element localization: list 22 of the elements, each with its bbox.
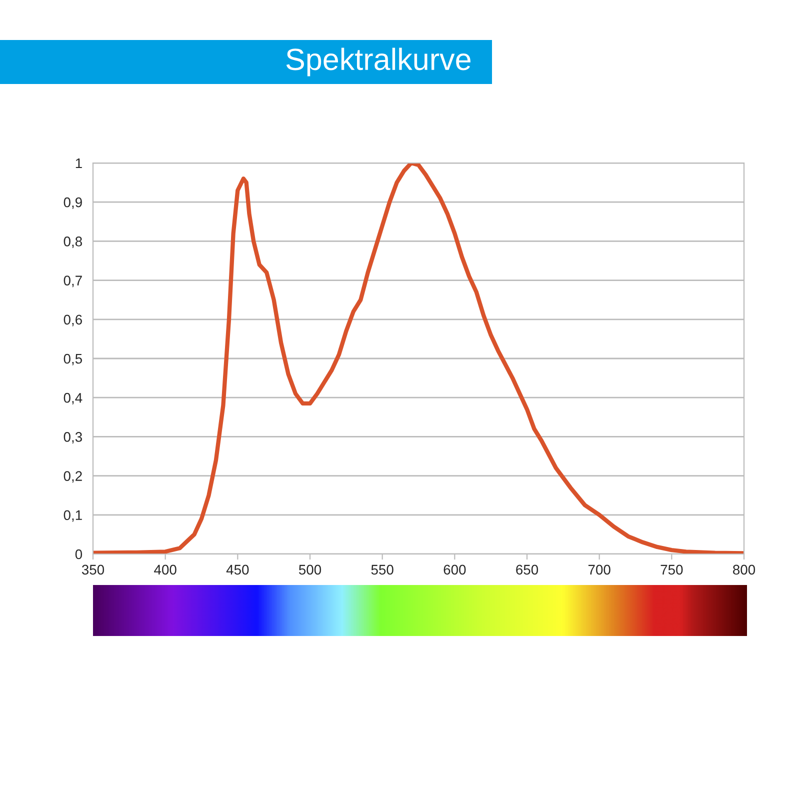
y-tick-label: 0,4 [64,392,82,404]
x-tick-label: 450 [226,564,249,575]
x-tick-label: 400 [154,564,176,575]
x-tick-label: 700 [588,564,610,575]
y-tick-label: 0,1 [64,510,82,522]
y-tick-label: 0,3 [64,432,82,444]
y-tick-label: 0,6 [64,314,82,326]
x-tick-label: 800 [733,564,756,575]
chart-title: Spektralkurve [286,48,470,76]
x-tick-label: 600 [444,564,466,575]
y-tick-label: 0 [75,549,82,560]
x-tick-label: 650 [516,564,538,575]
y-tick-label: 0,9 [64,197,82,209]
x-tick-label: 750 [660,564,683,575]
y-tick-label: 0,2 [64,471,82,483]
x-tick-label: 500 [298,564,322,575]
y-tick-label: 0,5 [64,354,82,366]
x-tick-label: 550 [371,564,394,575]
x-tick-label: 350 [82,564,104,575]
y-tick-label: 0,8 [64,236,82,248]
y-tick-label: 1 [76,158,82,168]
y-tick-label: 0,7 [64,276,82,288]
